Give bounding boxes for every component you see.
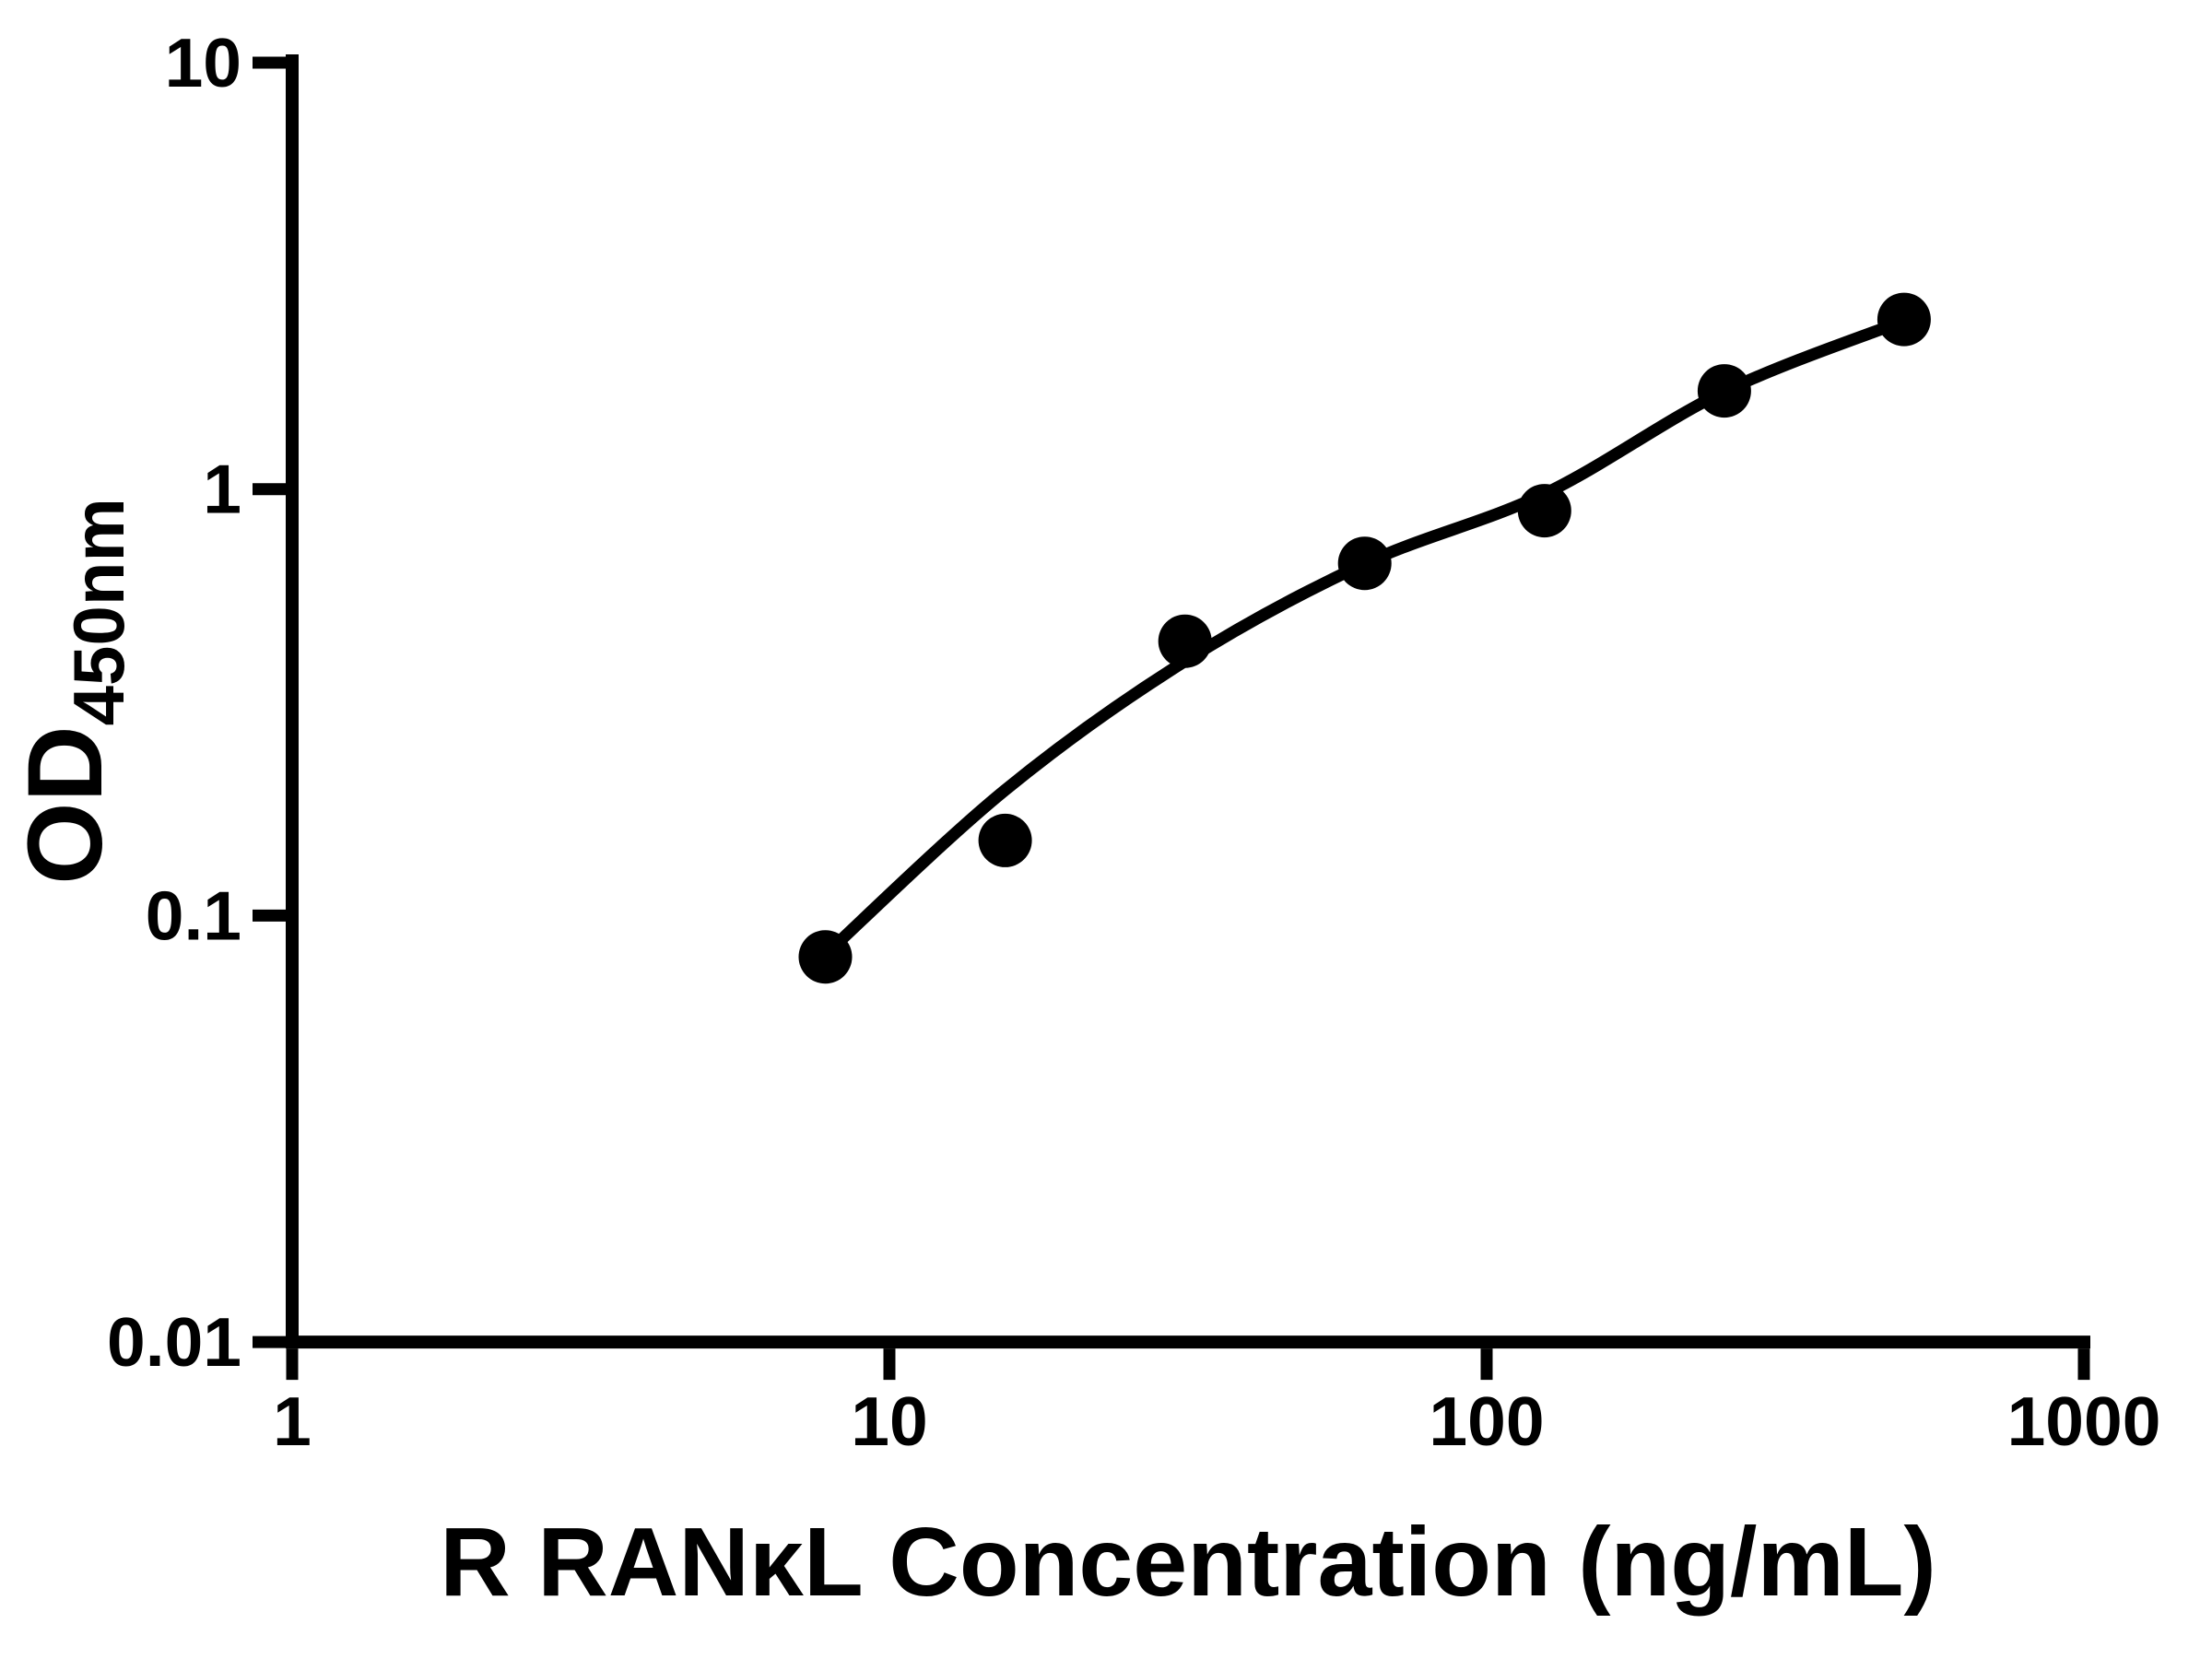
x-tick-label: 1 <box>273 1382 312 1460</box>
y-tick-label: 10 <box>165 24 241 101</box>
data-point-marker <box>798 930 853 984</box>
data-point-marker <box>1517 484 1571 538</box>
y-tick-label: 0.01 <box>107 1303 241 1381</box>
y-axis-title: OD450nm <box>6 498 139 885</box>
y-tick-label: 0.1 <box>146 877 241 954</box>
x-axis-title: R RANκL Concentration (ng/mL) <box>440 1508 1936 1617</box>
y-axis-title-main: OD <box>6 725 124 885</box>
x-tick-label: 100 <box>1429 1382 1544 1460</box>
data-point-marker <box>1877 292 1931 347</box>
data-point-marker <box>1697 364 1751 418</box>
data-point-marker <box>1158 614 1212 668</box>
x-tick-label: 10 <box>851 1382 927 1460</box>
y-axis-title-subscript: 450nm <box>58 498 139 726</box>
data-point-marker <box>1337 536 1392 591</box>
y-tick-label: 1 <box>203 451 241 528</box>
data-point-marker <box>978 813 1032 867</box>
x-tick-label: 1000 <box>2007 1382 2161 1460</box>
